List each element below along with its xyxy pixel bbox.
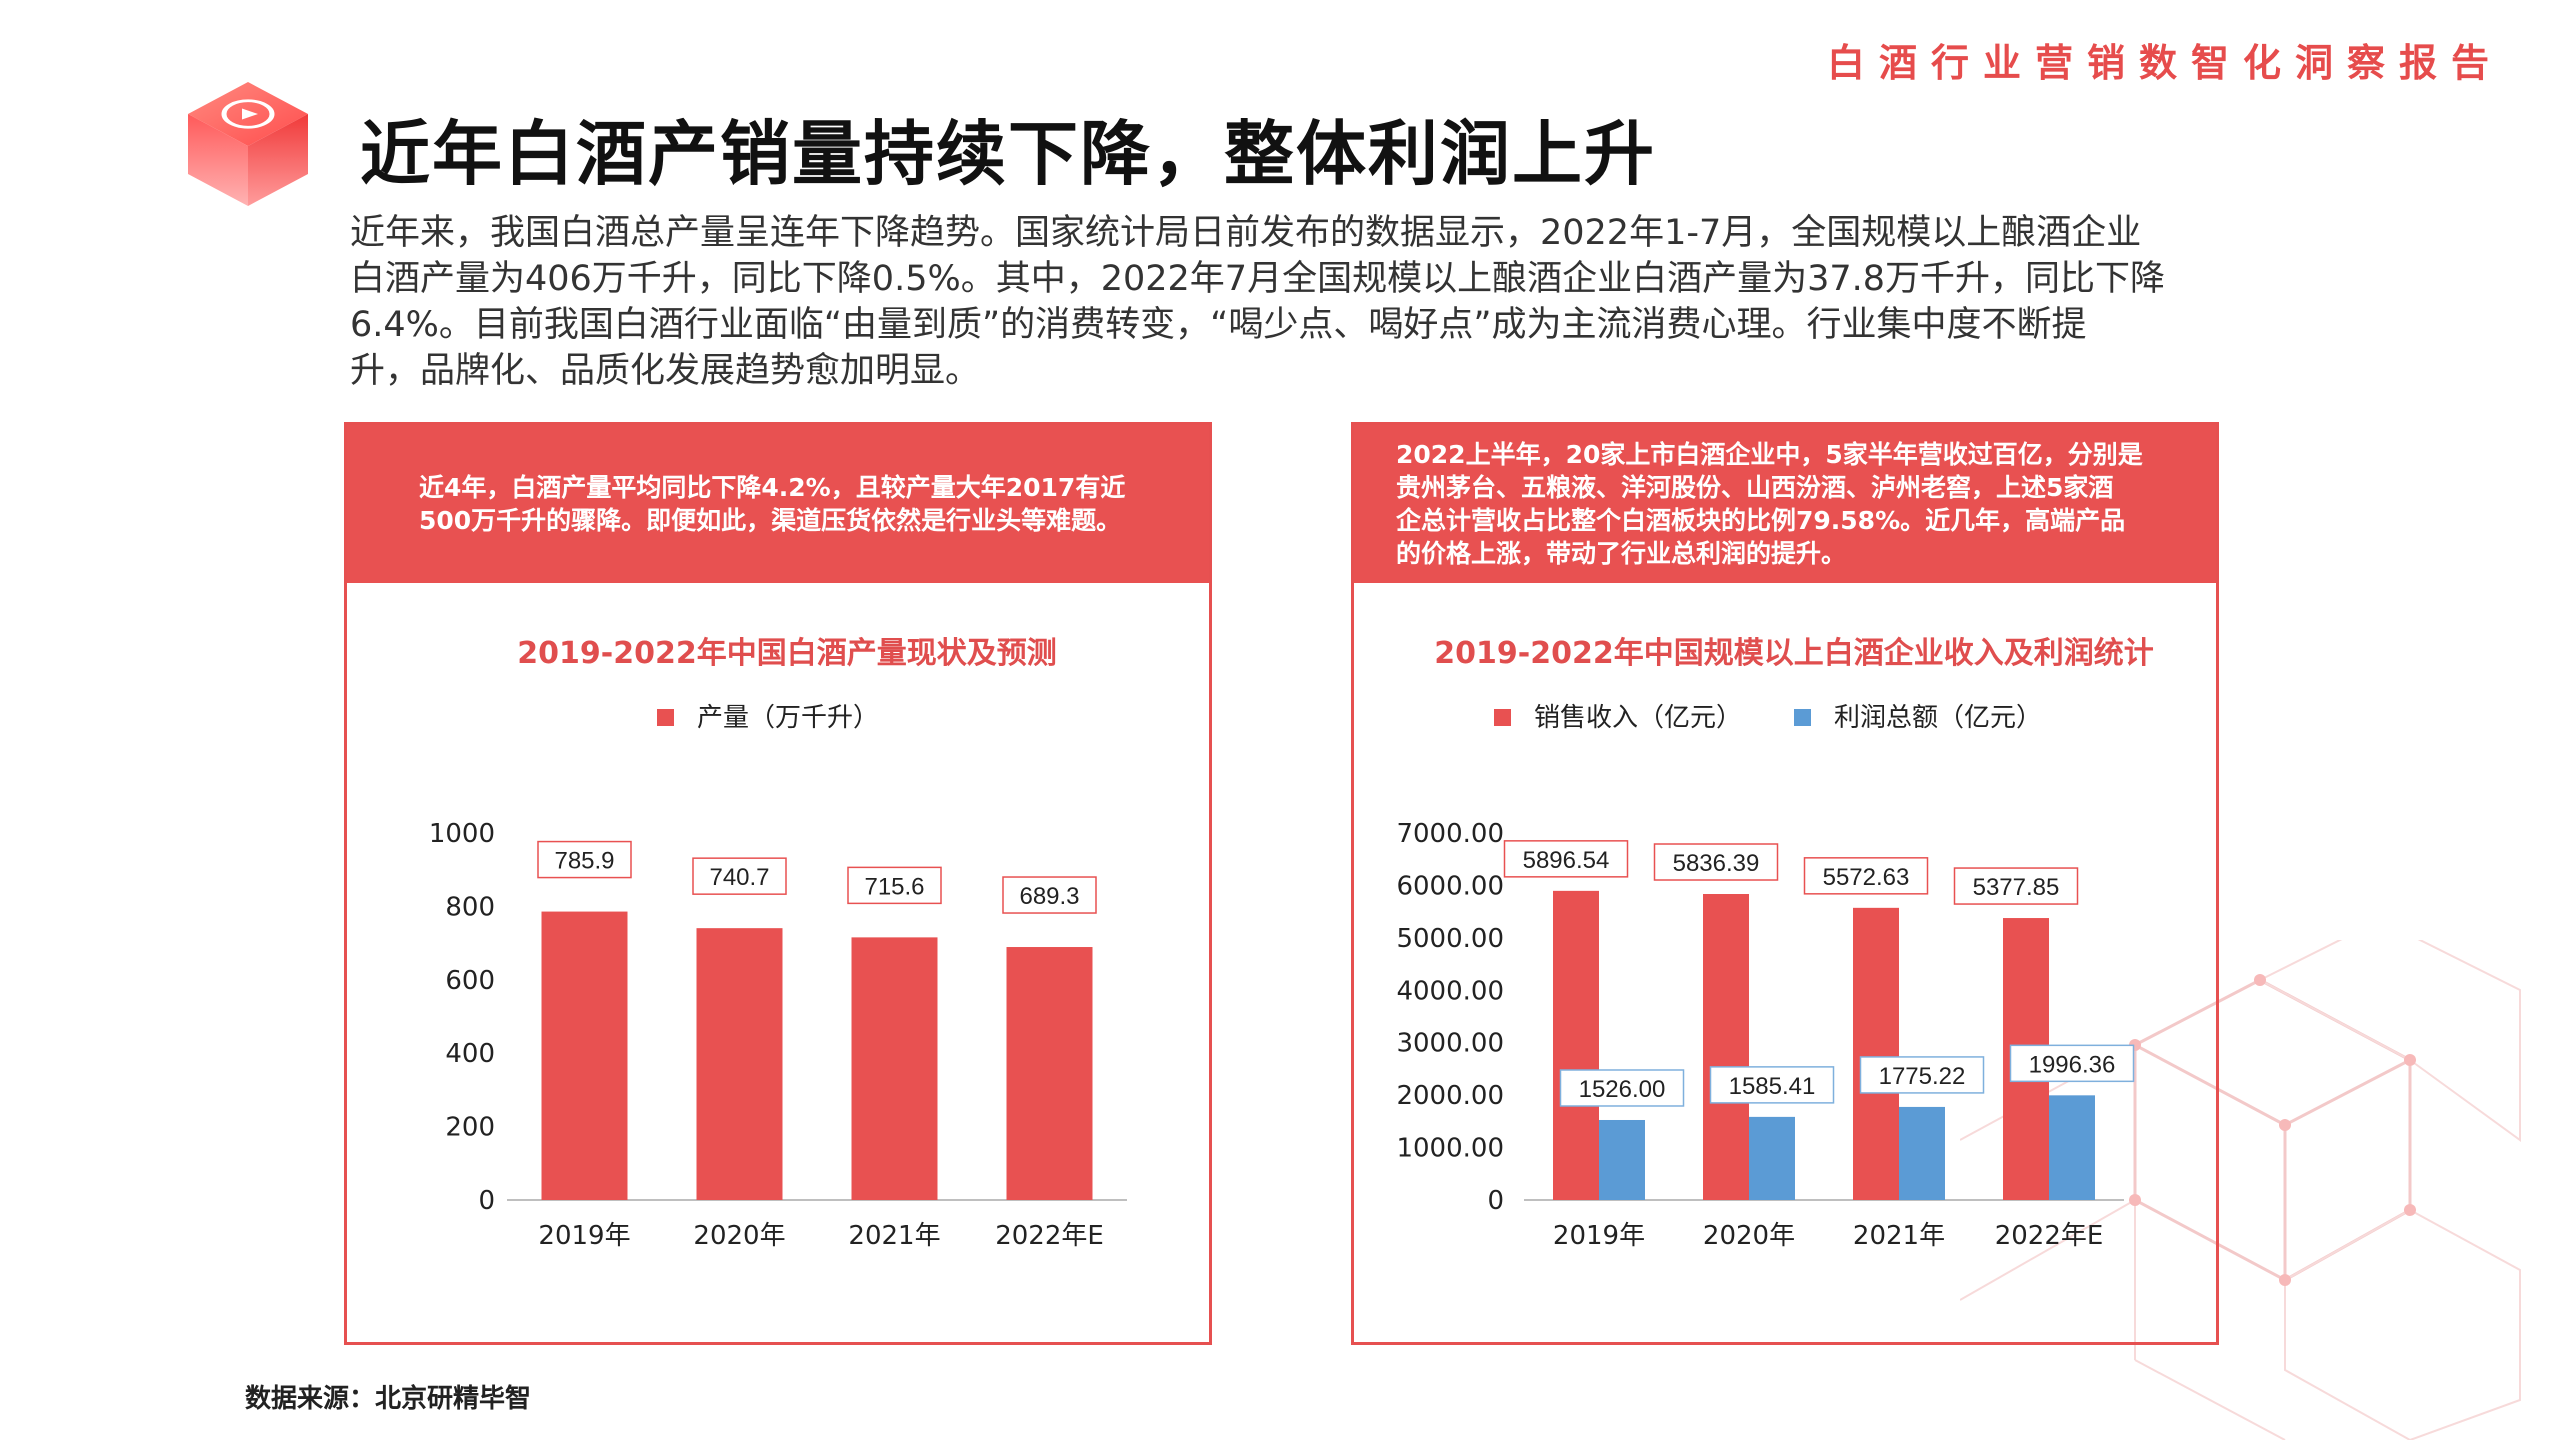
bar-secondary	[1599, 1119, 1645, 1200]
intro-line: 6.4%。目前我国白酒行业面临“由量到质”的消费转变，“喝少点、喝好点”成为主流…	[350, 305, 2087, 345]
panel-note-line: 2022上半年，20家上市白酒企业中，5家半年营收过百亿，分别是	[1396, 440, 2143, 469]
y-tick-label: 3000.00	[1396, 1029, 1504, 1059]
y-tick-label: 6000.00	[1396, 871, 1504, 901]
data-label: 1775.22	[1879, 1063, 1966, 1090]
data-label: 1526.00	[1579, 1076, 1666, 1103]
bar-primary	[1553, 890, 1599, 1200]
data-label: 689.3	[1019, 883, 1079, 910]
intro-line: 近年来，我国白酒总产量呈连年下降趋势。国家统计局日前发布的数据显示，2022年1…	[350, 213, 2142, 253]
y-tick-label: 400	[445, 1039, 495, 1069]
panel-production: 近4年，白酒产量平均同比下降4.2%，且较产量大年2017有近 500万千升的骤…	[344, 422, 1212, 1345]
y-tick-label: 7000.00	[1396, 819, 1504, 849]
y-tick-label: 0	[1487, 1186, 1504, 1216]
data-label-box	[1709, 1066, 1835, 1104]
x-tick-label: 2022年E	[995, 1221, 1104, 1251]
y-tick-label: 1000	[429, 819, 495, 849]
y-tick-label: 600	[445, 966, 495, 996]
panel-note-line: 贵州茅台、五粮液、洋河股份、山西汾酒、泸州老窖，上述5家酒	[1396, 473, 2114, 502]
x-tick-label: 2020年	[693, 1221, 785, 1251]
data-label: 5572.63	[1823, 864, 1910, 891]
y-tick-label: 4000.00	[1396, 976, 1504, 1006]
panel-head-production: 近4年，白酒产量平均同比下降4.2%，且较产量大年2017有近 500万千升的骤…	[347, 425, 1209, 583]
legend-swatch	[1794, 709, 1811, 726]
legend-label: 产量（万千升）	[697, 703, 879, 733]
data-label-box	[847, 866, 942, 905]
data-label: 5836.39	[1673, 850, 1760, 877]
legend-swatch	[657, 709, 674, 726]
y-tick-label: 800	[445, 892, 495, 922]
x-tick-label: 2021年	[848, 1221, 940, 1251]
data-label-box	[537, 840, 632, 879]
data-label-box	[1559, 1069, 1685, 1107]
chart-title: 2019-2022年中国规模以上白酒企业收入及利润统计	[1434, 636, 2153, 671]
data-label: 5896.54	[1523, 847, 1610, 874]
data-label: 5377.85	[1973, 874, 2060, 901]
y-tick-label: 2000.00	[1396, 1081, 1504, 1111]
data-label: 740.7	[709, 864, 769, 891]
panel-note-line: 的价格上涨，带动了行业总利润的提升。	[1396, 539, 1847, 568]
legend-label: 销售收入（亿元）	[1534, 703, 1742, 733]
bar-secondary	[1899, 1106, 1945, 1200]
x-tick-label: 2022年E	[1995, 1221, 2104, 1251]
data-label-box	[1002, 876, 1097, 914]
intro-line: 升，品牌化、品质化发展趋势愈加明显。	[350, 351, 981, 391]
bar-primary	[1853, 907, 1899, 1200]
logo-cube-icon	[188, 82, 308, 206]
legend-swatch	[1494, 709, 1511, 726]
x-tick-label: 2019年	[538, 1221, 630, 1251]
intro-line: 白酒产量为406万千升，同比下降0.5%。其中，2022年7月全国规模以上酿酒企…	[350, 259, 2165, 299]
bar-secondary	[1749, 1116, 1795, 1200]
panel-note-line: 500万千升的骤降。即便如此，渠道压货依然是行业头等难题。	[419, 506, 1122, 535]
y-tick-label: 1000.00	[1396, 1134, 1504, 1164]
data-label-box	[692, 857, 787, 895]
data-label: 715.6	[864, 873, 924, 900]
bar-primary	[1703, 894, 1749, 1200]
data-label-box	[1953, 867, 2079, 905]
data-source: 数据来源：北京研精毕智	[245, 1384, 532, 1414]
legend-label: 利润总额（亿元）	[1834, 703, 2042, 733]
data-label-box	[1803, 857, 1929, 895]
data-label: 1585.41	[1729, 1073, 1816, 1100]
data-label-box	[1859, 1056, 1985, 1094]
data-label-box	[1503, 840, 1629, 878]
bar-primary	[696, 928, 783, 1200]
y-tick-label: 200	[445, 1113, 495, 1143]
report-name: 白酒行业营销数智化洞察报告	[1826, 41, 2503, 85]
data-label: 1996.36	[2029, 1051, 2116, 1078]
panel-note-line: 企总计营收占比整个白酒板块的比例79.58%。近几年，高端产品	[1396, 506, 2126, 535]
x-tick-label: 2021年	[1853, 1221, 1945, 1251]
y-tick-label: 0	[478, 1186, 495, 1216]
data-label-box	[2009, 1044, 2135, 1083]
x-tick-label: 2020年	[1703, 1221, 1795, 1251]
bar-primary	[1006, 947, 1093, 1200]
chart-title: 2019-2022年中国白酒产量现状及预测	[517, 636, 1056, 671]
panel-note-line: 近4年，白酒产量平均同比下降4.2%，且较产量大年2017有近	[419, 473, 1126, 502]
bar-secondary	[2049, 1095, 2095, 1200]
y-tick-label: 5000.00	[1396, 924, 1504, 954]
page-title: 近年白酒产销量持续下降，整体利润上升	[360, 113, 1656, 195]
intro-paragraph: 近年来，我国白酒总产量呈连年下降趋势。国家统计局日前发布的数据显示，2022年1…	[350, 210, 2280, 394]
panel-revenue-profit: 2022上半年，20家上市白酒企业中，5家半年营收过百亿，分别是 贵州茅台、五粮…	[1351, 422, 2219, 1345]
bar-primary	[851, 937, 938, 1200]
bar-primary	[541, 911, 628, 1200]
data-label-box	[1653, 843, 1779, 881]
background-wireframe-cubes	[1960, 940, 2521, 1440]
panel-head-revenue: 2022上半年，20家上市白酒企业中，5家半年营收过百亿，分别是 贵州茅台、五粮…	[1354, 425, 2216, 583]
x-tick-label: 2019年	[1553, 1221, 1645, 1251]
data-label: 785.9	[554, 848, 614, 875]
